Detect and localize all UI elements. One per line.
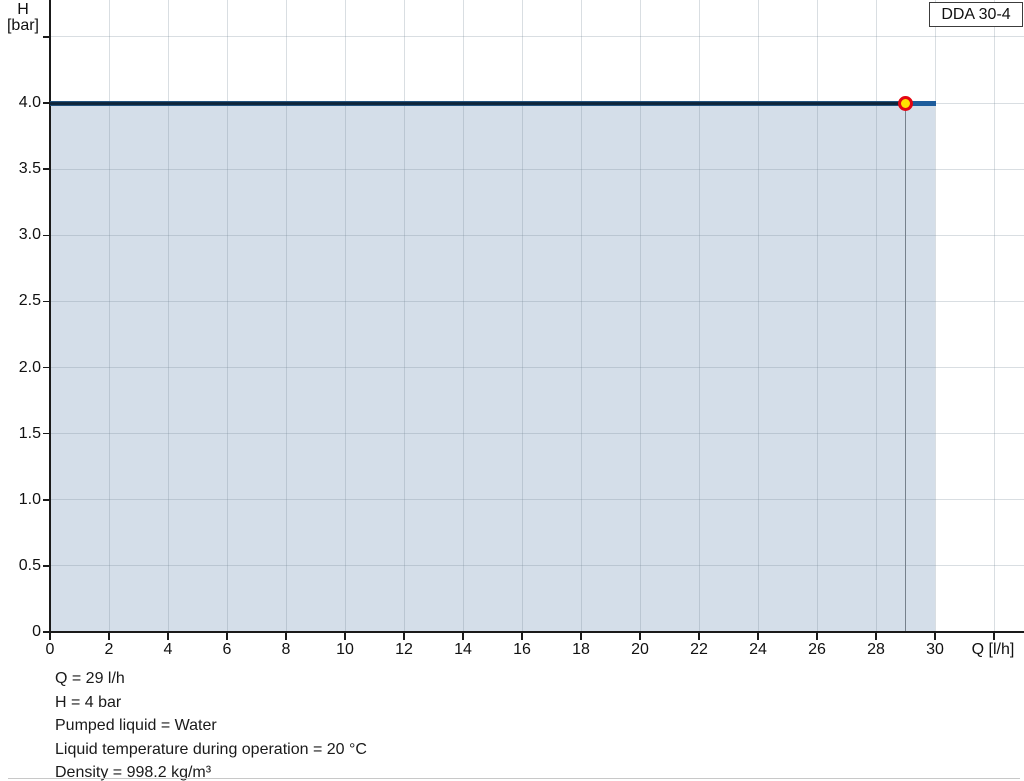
x-axis-tick xyxy=(639,633,641,640)
y-axis-tick-label: 4.0 xyxy=(18,94,41,111)
x-axis-tick-label: 24 xyxy=(749,641,767,658)
gridline-vertical xyxy=(521,0,523,632)
y-axis-tick-label: 2.5 xyxy=(18,292,41,310)
gridline-vertical xyxy=(934,0,936,632)
gridline-vertical xyxy=(993,0,995,632)
x-axis-tick xyxy=(521,633,523,640)
x-axis-tick-label: 20 xyxy=(631,641,649,658)
bottom-divider xyxy=(8,778,1020,779)
gridline-vertical xyxy=(108,0,110,632)
x-axis-tick xyxy=(108,633,110,640)
x-axis-tick-label: 16 xyxy=(513,641,531,658)
gridline-vertical xyxy=(226,0,228,632)
gridline-horizontal xyxy=(50,565,1024,567)
x-axis-tick-label: 12 xyxy=(395,641,413,658)
x-axis-tick-label: 30 xyxy=(926,641,944,658)
info-line: H = 4 bar xyxy=(55,693,122,711)
x-axis-tick-label: 4 xyxy=(163,641,173,658)
y-axis-tick xyxy=(43,432,50,435)
gridline-vertical xyxy=(462,0,464,632)
curve-area-fill xyxy=(50,103,935,632)
y-axis-tick-label: 1.5 xyxy=(18,424,41,442)
x-axis-tick xyxy=(993,633,995,640)
x-axis-line xyxy=(49,631,1024,633)
y-axis-title: H [bar] xyxy=(1,2,45,34)
info-line: Density = 998.2 kg/m³ xyxy=(55,764,212,781)
x-axis-tick xyxy=(403,633,405,640)
x-axis-tick xyxy=(934,633,936,640)
x-axis-tick-label: 10 xyxy=(336,641,354,658)
gridline-vertical xyxy=(698,0,700,632)
x-axis-tick xyxy=(285,633,287,640)
gridline-horizontal xyxy=(50,234,1024,236)
y-axis-tick xyxy=(43,234,50,236)
y-axis-tick xyxy=(43,102,50,104)
gridline-vertical xyxy=(580,0,582,632)
gridline-horizontal xyxy=(50,499,1024,501)
gridline-horizontal xyxy=(50,433,1024,435)
operating-info: Q = 29 l/h H = 4 bar Pumped liquid = Water… xyxy=(55,667,367,781)
pump-model-box: DDA 30-4 xyxy=(929,2,1023,27)
x-axis-tick-label: 0 xyxy=(45,641,55,658)
x-axis-tick xyxy=(167,633,169,640)
y-axis-tick-label: 0 xyxy=(32,623,41,640)
x-axis-tick xyxy=(757,633,759,640)
gridline-vertical xyxy=(816,0,818,632)
y-axis-tick xyxy=(43,366,50,369)
gridline-horizontal xyxy=(50,168,1024,170)
x-axis-tick-label: 2 xyxy=(104,641,114,658)
x-axis-tick-label: 14 xyxy=(454,641,472,658)
x-axis-tick xyxy=(875,633,877,640)
gridline-vertical xyxy=(757,0,759,632)
y-axis-tick xyxy=(43,631,50,633)
info-line: Pumped liquid = Water xyxy=(55,717,217,735)
x-axis-tick xyxy=(462,633,464,640)
y-axis-tick xyxy=(43,168,50,170)
y-axis-tick xyxy=(43,565,50,567)
x-axis-tick xyxy=(344,633,346,640)
duty-point-marker[interactable] xyxy=(898,95,913,111)
gridline-vertical xyxy=(403,0,405,632)
y-axis-title-symbol: H xyxy=(17,1,29,18)
x-axis-tick-label: 22 xyxy=(690,641,708,658)
pump-curve-segment-dark xyxy=(50,100,906,106)
gridline-vertical xyxy=(167,0,169,632)
info-line: Q = 29 l/h xyxy=(55,670,125,687)
pump-curve-segment-blue xyxy=(905,100,936,106)
y-axis-tick-label: 3.0 xyxy=(18,226,41,244)
y-axis-tick-label: 1.0 xyxy=(18,490,41,508)
y-axis-tick xyxy=(43,300,50,303)
x-axis-title: Q [l/h] xyxy=(971,641,1015,658)
x-axis-tick xyxy=(580,633,582,640)
x-axis-tick-label: 8 xyxy=(281,641,291,658)
gridline-horizontal xyxy=(50,36,1024,38)
x-axis-tick xyxy=(226,633,228,640)
y-axis-tick xyxy=(43,499,50,501)
gridline-vertical xyxy=(875,0,877,632)
y-axis-tick xyxy=(43,36,50,38)
x-axis-tick-label: 6 xyxy=(222,641,232,658)
y-axis-tick-label: 0.5 xyxy=(18,556,41,574)
x-axis-tick-label: 26 xyxy=(808,641,826,658)
y-axis-line xyxy=(49,0,51,633)
x-axis-tick xyxy=(698,633,700,640)
info-line: Liquid temperature during operation = 20… xyxy=(55,740,367,758)
x-axis-tick xyxy=(49,633,51,640)
x-axis-tick xyxy=(816,633,818,640)
gridline-vertical xyxy=(344,0,346,632)
duty-point-guide xyxy=(904,107,907,632)
pump-model-label: DDA 30-4 xyxy=(941,5,1011,23)
gridline-vertical xyxy=(639,0,641,632)
gridline-vertical xyxy=(285,0,287,632)
gridline-horizontal xyxy=(50,367,1024,368)
y-axis-tick-label: 3.5 xyxy=(18,160,41,178)
x-axis-tick-label: 18 xyxy=(572,641,590,658)
y-axis-title-unit: [bar] xyxy=(6,17,39,34)
gridline-horizontal xyxy=(50,300,1024,302)
x-axis-tick-label: 28 xyxy=(867,641,885,658)
y-axis-tick-label: 2.0 xyxy=(18,358,41,376)
